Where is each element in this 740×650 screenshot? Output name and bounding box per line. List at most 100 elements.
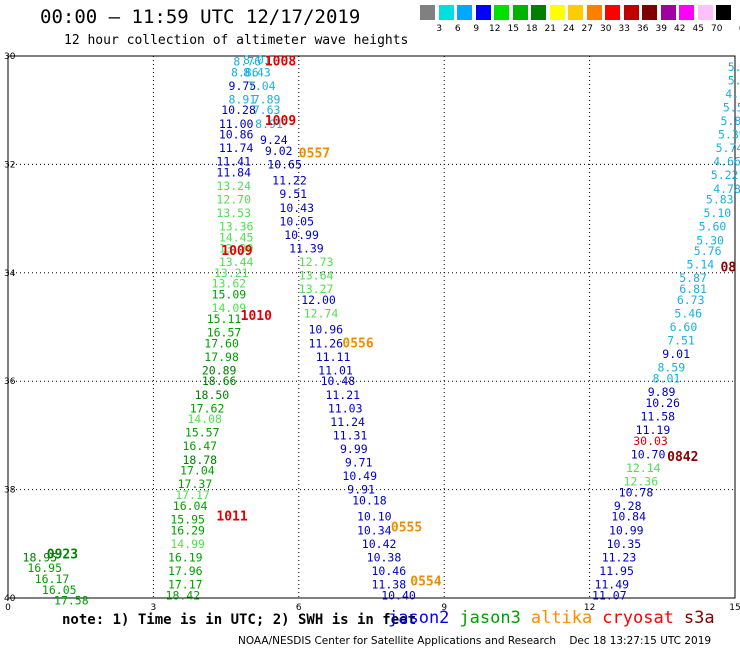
wave-height-value: 11.26 <box>308 336 343 350</box>
wave-height-value: 11.24 <box>330 415 365 429</box>
wave-height-value: 14.09 <box>212 301 247 315</box>
satellite-legend: jason2 jason3 altika cryosat s3a <box>388 608 725 628</box>
wave-height-value: 10.78 <box>619 485 654 499</box>
wave-height-value: 30.03 <box>633 434 668 448</box>
wave-height-value: 7.63 <box>253 103 281 117</box>
wave-height-value: 4. <box>725 87 739 101</box>
wave-height-value: 5.60 <box>699 220 727 234</box>
wave-height-value: 10.05 <box>279 214 314 228</box>
wave-height-value: 11.58 <box>640 409 675 423</box>
pass-time-label: 1009 <box>221 244 252 259</box>
wave-height-value: 20.89 <box>202 363 237 377</box>
legend-label: 70 <box>711 24 723 34</box>
legend-label: 21 <box>544 24 556 34</box>
latitude-tick-label: 36 <box>4 377 16 387</box>
legend-unit: (ft) <box>733 24 740 34</box>
wave-height-value: 11.00 <box>219 117 254 131</box>
wave-height-value: 5.14 <box>687 258 715 272</box>
wave-height-value: 13.21 <box>214 266 249 280</box>
wave-height-value: 10.18 <box>352 493 387 507</box>
pass-time-label: 0557 <box>299 147 330 162</box>
satellite-jason3-label: jason3 <box>459 608 521 628</box>
pass-time-label: 0842 <box>667 450 698 465</box>
wave-height-value: 17.37 <box>178 477 213 491</box>
wave-height-value: 16.19 <box>168 550 203 564</box>
wave-height-value: 4.78 <box>713 182 740 196</box>
wave-height-value: 5.22 <box>711 168 739 182</box>
legend-swatch <box>660 5 676 20</box>
wave-height-value: 5.30 <box>696 233 724 247</box>
pass-time-label: 0556 <box>342 336 373 351</box>
satellite-altika-label: altika <box>530 608 593 628</box>
wave-height-value: 12.70 <box>216 193 251 207</box>
wave-height-value: 11.31 <box>333 428 368 442</box>
wave-height-value: 9.24 <box>260 133 288 147</box>
wave-height-value: 8.01 <box>653 371 681 385</box>
legend-swatch <box>438 5 454 20</box>
legend-swatch <box>531 5 546 20</box>
wave-height-value: 13.44 <box>219 255 254 269</box>
wave-height-value: 15.09 <box>212 287 247 301</box>
wave-height-value: 11.39 <box>289 241 324 255</box>
wave-height-value: 17.96 <box>168 564 203 578</box>
wave-height-value: 18.42 <box>166 588 201 602</box>
wave-height-value: 5.46 <box>674 306 702 320</box>
wave-height-value: 10.34 <box>357 523 392 537</box>
wave-height-value: 10.99 <box>284 228 319 242</box>
legend-swatch <box>605 5 620 20</box>
wave-height-value: 11.11 <box>316 350 351 364</box>
legend-label: 45 <box>692 24 704 34</box>
wave-height-value: 13.64 <box>299 269 334 283</box>
wave-height-value: 5.87 <box>679 271 707 285</box>
wave-height-value: 11.19 <box>636 423 671 437</box>
wave-height-value: 18.66 <box>202 374 237 388</box>
wave-height-value: 11.95 <box>599 564 634 578</box>
wave-height-value: 10.42 <box>362 537 397 551</box>
legend-swatch <box>549 5 565 20</box>
wave-height-value: 10.65 <box>267 157 302 171</box>
wave-height-value: 10.96 <box>308 323 343 337</box>
wave-height-value: 15.11 <box>207 312 242 326</box>
wave-height-value: 17.04 <box>180 464 215 478</box>
wave-height-value: 10.84 <box>611 510 646 524</box>
wave-height-value: 14.99 <box>170 537 205 551</box>
wave-height-value: 10.38 <box>367 550 402 564</box>
legend-label: 27 <box>581 24 593 34</box>
legend-label: 36 <box>637 24 649 34</box>
legend-swatch <box>623 5 639 20</box>
satellite-s3a-label: s3a <box>683 608 715 628</box>
pass-time-label: 0923 <box>47 548 78 563</box>
wave-height-value: 12.14 <box>626 461 661 475</box>
wave-height-value: 8.59 <box>657 361 685 375</box>
wave-height-value: 11.03 <box>328 401 363 415</box>
pass-time-label: 1008 <box>265 54 296 69</box>
wave-height-value: 12.74 <box>304 306 339 320</box>
wave-height-value: 8.43 <box>243 65 271 79</box>
wave-height-value: 10.46 <box>372 564 407 578</box>
wave-height-value: 16.04 <box>173 499 208 513</box>
wave-height-value: 10.48 <box>321 374 356 388</box>
wave-height-value: 11.07 <box>592 588 627 602</box>
wave-height-value: 16.95 <box>27 561 62 575</box>
longitude-tick-label: 0 <box>5 603 11 613</box>
wave-height-value: 17.58 <box>54 594 89 608</box>
legend-swatch <box>697 5 713 20</box>
wave-height-value: 17.17 <box>175 488 210 502</box>
longitude-tick-label: 15 <box>729 603 740 613</box>
wave-height-value: 17.98 <box>204 350 239 364</box>
longitude-tick-label: 6 <box>296 603 302 613</box>
legend-label: 39 <box>655 24 667 34</box>
longitude-tick-label: 9 <box>441 603 447 613</box>
legend-swatch <box>512 5 528 20</box>
satellite-jason2-label: jason2 <box>388 608 450 628</box>
legend-swatch <box>568 5 583 20</box>
satellite-cryosat-label: cryosat <box>602 608 674 628</box>
wave-height-value: 12.36 <box>624 474 659 488</box>
legend-swatch <box>420 5 435 20</box>
legend-label: 6 <box>454 24 461 34</box>
legend-swatch <box>494 5 509 20</box>
legend-label: 18 <box>526 24 538 34</box>
legend-swatch <box>716 5 731 20</box>
wave-height-value: 16.29 <box>170 523 205 537</box>
